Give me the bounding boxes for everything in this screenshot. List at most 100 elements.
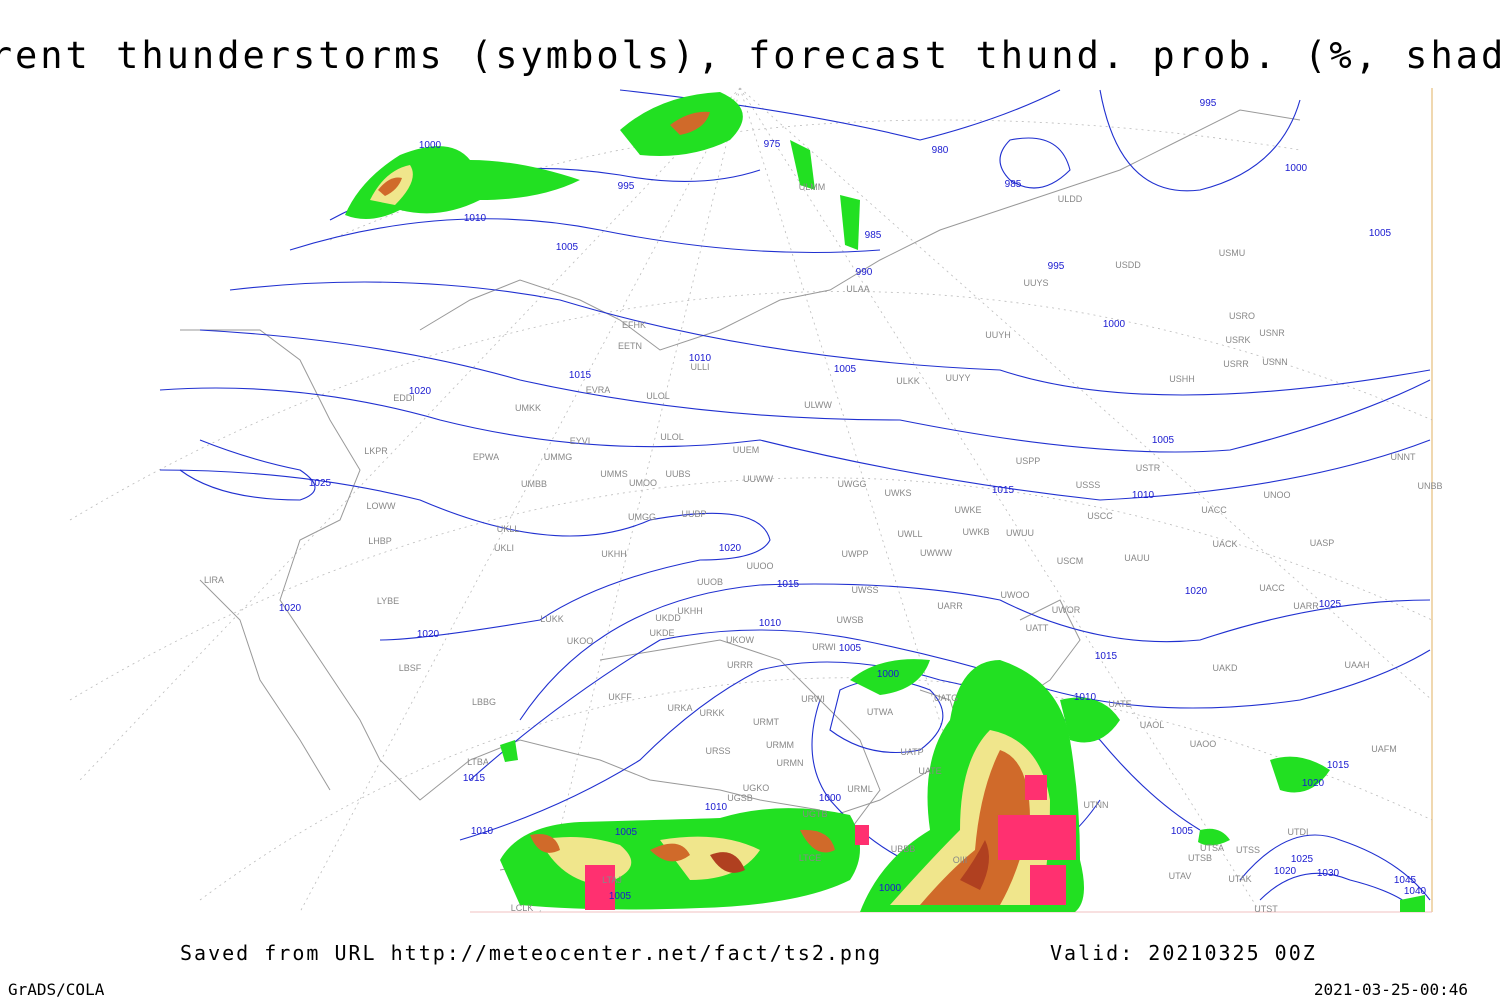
isobar-label: 1020 xyxy=(1274,866,1297,877)
isobar-label: 1020 xyxy=(279,603,302,614)
isobar-label: 1045 xyxy=(1394,875,1417,886)
station-label: UAOL xyxy=(1140,720,1165,730)
station-label: LYBE xyxy=(377,596,399,606)
isobar-label: 1005 xyxy=(1171,826,1194,837)
station-label: LTBA xyxy=(467,757,489,767)
isobar-label: 1005 xyxy=(609,891,632,902)
station-label: UWKB xyxy=(963,527,990,537)
station-label: UGSB xyxy=(727,793,753,803)
isobar-label: 975 xyxy=(764,139,781,150)
isobar-label: 1020 xyxy=(1302,778,1325,789)
station-label: URML xyxy=(847,784,873,794)
isobar-label: 1020 xyxy=(719,543,742,554)
station-label: URSS xyxy=(705,746,730,756)
station-label: EETN xyxy=(618,341,642,351)
isobar-label: 1010 xyxy=(1074,692,1097,703)
station-label: UKLL xyxy=(497,524,520,534)
station-label: LCLK xyxy=(511,903,534,913)
isobar-label: 1005 xyxy=(615,827,638,838)
station-label: URWI xyxy=(812,642,836,652)
isobar-label: 1020 xyxy=(1185,586,1208,597)
station-label: USNN xyxy=(1262,357,1288,367)
isobar-label: 1005 xyxy=(839,643,862,654)
station-label: UASP xyxy=(1310,538,1335,548)
station-label: LBSF xyxy=(399,663,422,673)
isobar-label: 1025 xyxy=(1319,599,1342,610)
station-label: URKA xyxy=(667,703,692,713)
station-label: UWWW xyxy=(920,548,952,558)
station-label: UAOO xyxy=(1190,739,1217,749)
station-label: UUBP xyxy=(681,509,706,519)
station-label: LTAJ xyxy=(602,875,622,885)
station-label: UWOO xyxy=(1001,590,1030,600)
thunderstorm-symbols xyxy=(585,775,1076,910)
isobar-label: 1015 xyxy=(992,485,1015,496)
station-label: UUYS xyxy=(1023,278,1048,288)
station-label: UTAV xyxy=(1169,871,1192,881)
isobar-label: 1005 xyxy=(1152,435,1175,446)
isobar-label: 1020 xyxy=(409,386,432,397)
isobar-label: 980 xyxy=(932,145,949,156)
station-label: LHBP xyxy=(368,536,392,546)
isobar-label: 995 xyxy=(1048,261,1065,272)
station-label: USCC xyxy=(1087,511,1113,521)
station-label: UWKE xyxy=(955,505,982,515)
isobar-label: 990 xyxy=(856,267,873,278)
station-label: USDD xyxy=(1115,260,1141,270)
station-label: URMT xyxy=(753,717,779,727)
station-label: UKOO xyxy=(567,636,594,646)
isobar-label: 1030 xyxy=(1317,868,1340,879)
station-label: USSS xyxy=(1076,480,1101,490)
station-label: UTWA xyxy=(867,707,893,717)
station-label: LKPR xyxy=(364,446,388,456)
station-label: EPWA xyxy=(473,452,499,462)
isobar-label: 1010 xyxy=(759,618,782,629)
station-label: ULLI xyxy=(690,362,709,372)
station-label: USRR xyxy=(1223,359,1249,369)
isobar-label: 1005 xyxy=(556,242,579,253)
station-label: UMOO xyxy=(629,478,657,488)
station-label: UATE xyxy=(918,766,941,776)
station-label: UTSA xyxy=(1200,843,1224,853)
station-label: UWSS xyxy=(852,585,879,595)
station-label: URKK xyxy=(699,708,724,718)
station-label: UKDE xyxy=(649,628,674,638)
isobar-label: 985 xyxy=(1005,179,1022,190)
station-label: UMBB xyxy=(521,479,547,489)
station-label: URMM xyxy=(766,740,794,750)
isobar-label: 1000 xyxy=(819,793,842,804)
isobar-label: 1025 xyxy=(1291,854,1314,865)
station-label: UMGG xyxy=(628,512,656,522)
timestamp: 2021-03-25-00:46 xyxy=(1314,980,1468,999)
station-label: UAKD xyxy=(1212,663,1238,673)
isobar-label: 1015 xyxy=(1327,760,1350,771)
station-label: ULOL xyxy=(646,391,670,401)
station-label: UKHH xyxy=(601,549,627,559)
station-label: USPP xyxy=(1016,456,1041,466)
station-label: ULWW xyxy=(804,400,832,410)
station-label: UGTB xyxy=(802,809,827,819)
station-label: UMMG xyxy=(544,452,573,462)
station-label: UTDI xyxy=(1288,827,1309,837)
station-label: UATE xyxy=(1108,699,1131,709)
station-label: UAUU xyxy=(1124,553,1150,563)
isobar-label: 1015 xyxy=(777,579,800,590)
isobar-label: 1010 xyxy=(471,826,494,837)
valid-time: Valid: 20210325 00Z xyxy=(1050,941,1317,965)
station-label: EDDI xyxy=(393,393,415,403)
isobar-label: 1005 xyxy=(1369,228,1392,239)
station-label: UARR xyxy=(937,601,963,611)
station-label: USRK xyxy=(1225,335,1250,345)
software: GrADS/COLA xyxy=(8,980,105,999)
probability-shading xyxy=(345,92,1425,912)
station-label: UWOR xyxy=(1052,605,1081,615)
isobar-label: 1010 xyxy=(705,802,728,813)
station-label: ULAA xyxy=(846,284,870,294)
isobar-label: 1015 xyxy=(569,370,592,381)
station-label: UWGG xyxy=(838,479,867,489)
station-label: UTSB xyxy=(1188,853,1212,863)
isobar-label: 1005 xyxy=(834,364,857,375)
saved-url: Saved from URL http://meteocenter.net/fa… xyxy=(180,941,882,965)
